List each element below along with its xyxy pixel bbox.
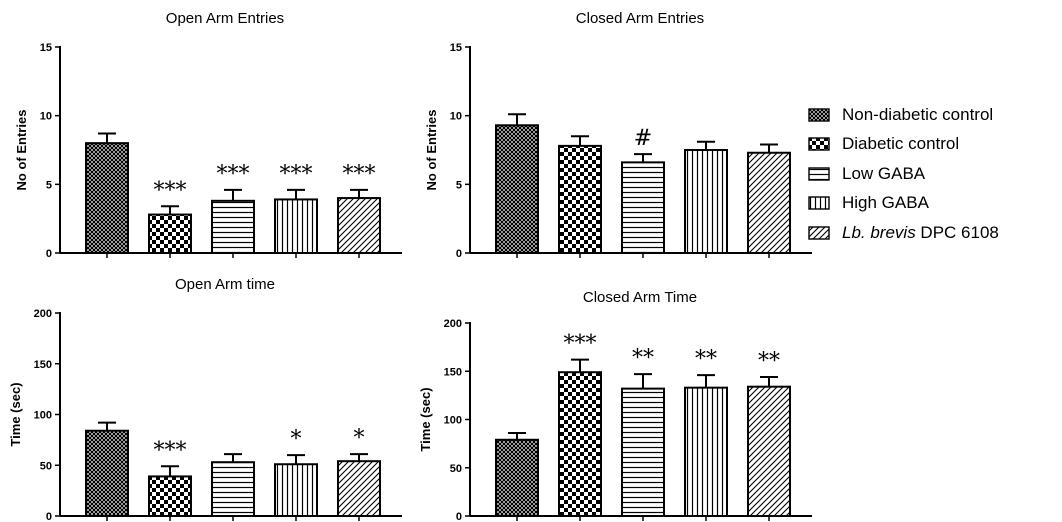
bar: [495, 124, 539, 254]
bar: [148, 475, 192, 518]
bar: [211, 199, 255, 255]
significance-marker: **: [758, 349, 780, 374]
significance-marker: **: [695, 347, 717, 372]
legend-label: Low GABA: [842, 163, 926, 183]
bar: [684, 386, 728, 517]
y-axis-label: Time (sec): [8, 382, 23, 446]
significance-marker: *: [291, 427, 302, 452]
significance-marker: ***: [154, 438, 187, 463]
bar: [85, 142, 129, 254]
y-tick-label: 0: [456, 511, 462, 522]
bar: [747, 385, 791, 517]
significance-marker: ***: [564, 332, 597, 357]
significance-marker: ***: [217, 162, 250, 187]
significance-marker: ***: [343, 162, 376, 187]
bar: [495, 438, 539, 518]
y-axis-label: No of Entries: [14, 110, 29, 191]
legend: Non-diabetic control Diabetic control Lo…: [808, 100, 1062, 248]
chart-title: Open Arm time: [175, 276, 275, 293]
significance-marker: *: [354, 426, 365, 451]
significance-marker: #: [634, 126, 652, 151]
bar: [148, 213, 192, 254]
legend-swatch-checkerboard: [808, 137, 830, 151]
y-axis-label: Time (sec): [418, 387, 433, 451]
legend-item-lb-brevis: Lb. brevis DPC 6108: [808, 218, 1062, 248]
significance-marker: **: [632, 346, 654, 371]
y-tick-label: 200: [444, 318, 462, 330]
bars: ***** ** **: [495, 332, 791, 518]
legend-label-italic: Lb. brevis: [842, 222, 916, 242]
y-tick-label: 5: [46, 179, 52, 191]
y-tick-label: 50: [40, 460, 52, 472]
legend-swatch-vertical-lines: [808, 196, 830, 210]
chart-title: Closed Arm Entries: [576, 10, 704, 27]
y-tick-label: 150: [34, 359, 52, 371]
y-tick-label: 150: [444, 366, 462, 378]
y-tick-label: 10: [40, 111, 52, 123]
y-tick-label: 0: [46, 248, 52, 260]
bar: [337, 460, 381, 518]
chart-closed-arm-entries: Closed Arm Entries No of Entries #0 5 10 15: [424, 10, 812, 260]
legend-label: Diabetic control: [842, 134, 960, 154]
bar: [558, 144, 602, 255]
legend-item-low-gaba: Low GABA: [808, 159, 1062, 189]
bar: [211, 461, 255, 517]
legend-swatch-horizontal-lines: [808, 167, 830, 181]
bar: [621, 387, 665, 517]
bar: [684, 149, 728, 254]
significance-marker: ***: [280, 162, 313, 187]
bar: [337, 197, 381, 254]
y-tick-label: 0: [46, 511, 52, 522]
bars: *** * *: [85, 421, 381, 518]
y-tick-label: 100: [34, 410, 52, 422]
y-tick-label: 100: [444, 415, 462, 427]
bars: #: [495, 113, 791, 255]
significance-marker: ***: [154, 178, 187, 203]
legend-label: Non-diabetic control: [842, 104, 994, 124]
legend-label: Lb. brevis DPC 6108: [842, 223, 999, 243]
legend-swatch-dense-crosshatch: [808, 108, 830, 122]
bar: [274, 198, 318, 255]
legend-item-diabetic-control: Diabetic control: [808, 130, 1062, 160]
y-tick-label: 50: [450, 463, 462, 475]
y-tick-label: 200: [34, 308, 52, 320]
legend-item-high-gaba: High GABA: [808, 189, 1062, 219]
chart-title: Closed Arm Time: [583, 289, 697, 306]
bar: [621, 161, 665, 254]
y-tick-label: 10: [450, 111, 462, 123]
chart-title: Open Arm Entries: [166, 10, 284, 27]
legend-label-rest: DPC 6108: [915, 222, 999, 242]
y-tick-label: 15: [40, 42, 52, 54]
legend-item-non-diabetic-control: Non-diabetic control: [808, 100, 1062, 130]
legend-label: High GABA: [842, 193, 929, 213]
y-tick-label: 0: [456, 248, 462, 260]
bar: [558, 371, 602, 517]
bars: *** *** *** ***: [85, 132, 381, 255]
bar: [747, 151, 791, 255]
legend-swatch-diagonal-lines: [808, 226, 830, 240]
y-tick-label: 5: [456, 179, 462, 191]
y-tick-label: 15: [450, 42, 462, 54]
bar: [85, 429, 129, 517]
y-axis-label: No of Entries: [424, 110, 439, 191]
bar: [274, 463, 318, 517]
